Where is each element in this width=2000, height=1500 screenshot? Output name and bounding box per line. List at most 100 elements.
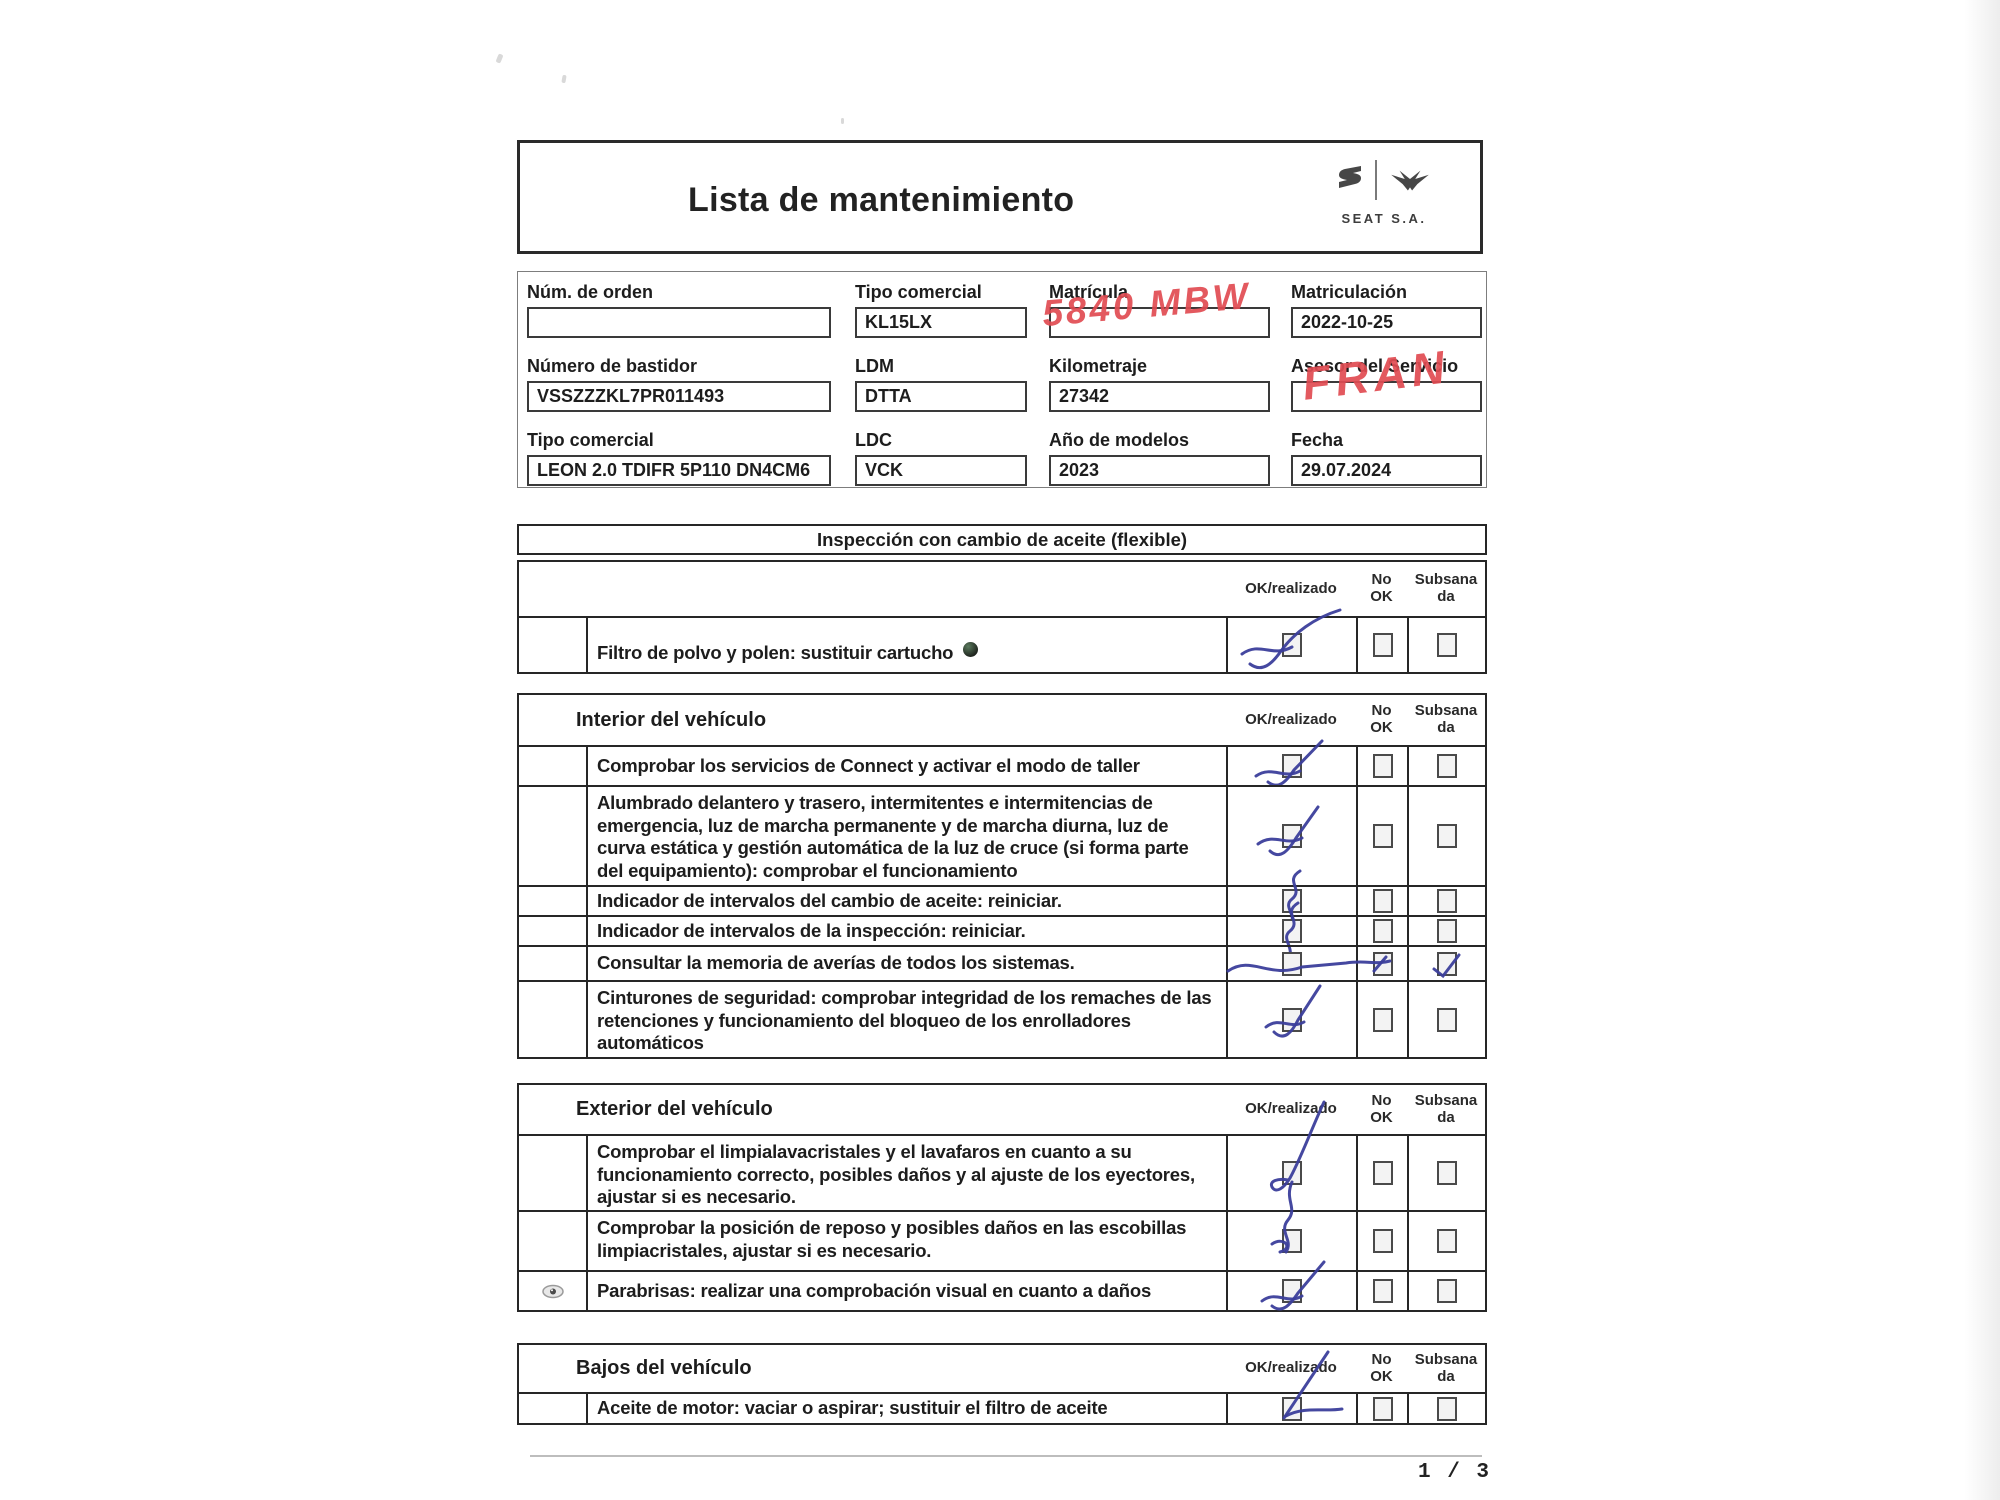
row-description: Indicador de intervalos de la inspección… [597, 919, 1026, 941]
seat-logo-icon [1339, 166, 1361, 188]
checkbox-ok [1282, 1161, 1302, 1185]
col-label-no-ok: No OK [1370, 571, 1393, 605]
brand-name: SEAT S.A. [1341, 211, 1427, 226]
eye-icon [541, 1284, 564, 1298]
checkbox-subsanada-cell [1407, 1212, 1485, 1270]
checkbox-subsanada [1437, 1279, 1457, 1303]
field-asesor: Asesor del Servicio [1291, 356, 1482, 412]
scan-speck [841, 118, 844, 124]
checkbox-no-ok-cell [1356, 1212, 1407, 1270]
page-number: 1 / 3 [1418, 1461, 1492, 1484]
field-fecha: Fecha 29.07.2024 [1291, 430, 1482, 486]
field-label: Kilometraje [1049, 356, 1148, 376]
field-label: Fecha [1291, 430, 1344, 450]
field-matriculacion: Matriculación 2022-10-25 [1291, 282, 1482, 338]
checkbox-subsanada-cell [1407, 787, 1485, 885]
checkbox-ok [1282, 951, 1302, 976]
section-title: Exterior del vehículo [576, 1098, 773, 1120]
checklist-table-exterior: Exterior del vehículo OK/realizado No OK… [517, 1083, 1487, 1312]
row-flag-cell [519, 887, 588, 915]
checklist-table-filtro: OK/realizado No OK Subsanada Filtro de p… [517, 560, 1487, 674]
row-description: Aceite de motor: vaciar o aspirar; susti… [597, 1397, 1108, 1419]
table-row: Indicador de intervalos de la inspección… [519, 901, 1485, 963]
field-value: 2023 [1049, 455, 1270, 486]
checkbox-subsanada [1437, 1396, 1457, 1421]
row-flag-cell [519, 1272, 588, 1310]
field-ldm: LDM DTTA [855, 356, 1027, 412]
field-label: Número de bastidor [527, 356, 698, 376]
row-flag-cell [519, 1212, 588, 1270]
checkbox-subsanada-cell [1407, 1272, 1485, 1310]
scan-speck [561, 74, 567, 84]
checkbox-no-ok [1372, 1161, 1393, 1185]
checkbox-subsanada [1437, 633, 1457, 657]
row-description: Comprobar la posición de reposo y posibl… [597, 1217, 1187, 1261]
checkbox-subsanada-cell [1407, 917, 1485, 945]
checkbox-no-ok [1372, 1229, 1393, 1253]
table-row: Comprobar el limpialavacristales y el la… [519, 1100, 1485, 1210]
checkbox-ok-cell [1226, 739, 1356, 787]
checkbox-subsanada [1437, 919, 1457, 943]
checkbox-no-ok-cell [1356, 982, 1407, 1057]
checkbox-ok [1282, 824, 1302, 848]
checkbox-subsanada-cell [1407, 947, 1485, 980]
table-row: Aceite de motor: vaciar o aspirar; susti… [519, 1350, 1485, 1423]
checkbox-ok-cell [1226, 787, 1356, 885]
field-value: DTTA [855, 381, 1027, 412]
row-flag-cell [519, 618, 588, 672]
field-ldc: LDC VCK [855, 430, 1027, 486]
checkbox-no-ok-cell [1356, 887, 1407, 915]
field-bastidor: Número de bastidor VSSZZZKL7PR011493 [527, 356, 831, 412]
field-value: 2022-10-25 [1291, 307, 1482, 338]
checkbox-no-ok-cell [1356, 917, 1407, 945]
row-description: Filtro de polvo y polen: sustituir cartu… [588, 618, 1226, 672]
checkbox-subsanada-cell [1407, 887, 1485, 915]
checkbox-subsanada [1437, 951, 1457, 976]
checkbox-subsanada-cell [1407, 982, 1485, 1057]
checkbox-no-ok-cell [1356, 1272, 1407, 1310]
checkbox-subsanada [1437, 824, 1457, 848]
checkbox-subsanada-cell [1407, 618, 1485, 672]
checkbox-ok [1282, 919, 1302, 943]
col-label-no-ok: No OK [1370, 1091, 1393, 1126]
field-label: Año de modelos [1049, 430, 1190, 450]
checkbox-ok-cell [1226, 1260, 1356, 1311]
row-description: Cinturones de seguridad: comprobar integ… [597, 987, 1212, 1053]
checkbox-subsanada [1437, 1229, 1457, 1253]
checkbox-ok-cell [1226, 608, 1356, 672]
checkbox-ok [1282, 1007, 1302, 1032]
checkbox-no-ok [1372, 1279, 1393, 1303]
field-value: VSSZZZKL7PR011493 [527, 381, 831, 412]
checklist-table-bajos: Bajos del vehículo OK/realizado No OK Su… [517, 1343, 1487, 1425]
row-description: Alumbrado delantero y trasero, intermite… [597, 792, 1189, 881]
checkbox-no-ok [1372, 633, 1393, 657]
checkbox-subsanada-cell [1407, 747, 1485, 785]
page-title: Lista de mantenimiento [688, 181, 1075, 219]
checklist-table-interior: Interior del vehículo OK/realizado No OK… [517, 693, 1487, 1059]
col-label-ok: OK/realizado [1245, 1359, 1337, 1377]
row-flag-cell [519, 917, 588, 945]
checkbox-no-ok-cell [1356, 747, 1407, 785]
checkbox-no-ok-cell [1356, 787, 1407, 885]
table-row: Comprobar la posición de reposo y posibl… [519, 1180, 1485, 1270]
checkbox-subsanada-cell [1407, 1136, 1485, 1210]
row-flag-cell [519, 1394, 588, 1423]
col-label-ok: OK/realizado [1245, 1100, 1337, 1118]
col-label-ok: OK/realizado [1245, 710, 1337, 728]
field-label: Asesor del Servicio [1291, 356, 1459, 376]
checkbox-ok [1282, 1396, 1302, 1421]
field-value: LEON 2.0 TDIFR 5P110 DN4CM6 [527, 455, 831, 486]
field-label: Matriculación [1291, 282, 1408, 302]
checkbox-no-ok [1372, 889, 1393, 913]
inspection-banner: Inspección con cambio de aceite (flexibl… [517, 524, 1487, 555]
checkbox-subsanada [1437, 1007, 1457, 1032]
checkbox-no-ok-cell [1356, 947, 1407, 980]
row-flag-cell [519, 947, 588, 980]
checkbox-no-ok [1372, 919, 1393, 943]
field-value [1049, 307, 1270, 338]
table-row: Comprobar los servicios de Connect y act… [519, 739, 1485, 787]
brand-block: SEAT S.A. [1316, 153, 1452, 226]
vehicle-info-form: Núm. de orden Tipo comercial KL15LX Matr… [517, 271, 1487, 488]
checkbox-ok-cell [1226, 901, 1356, 963]
row-flag-cell [519, 787, 588, 885]
